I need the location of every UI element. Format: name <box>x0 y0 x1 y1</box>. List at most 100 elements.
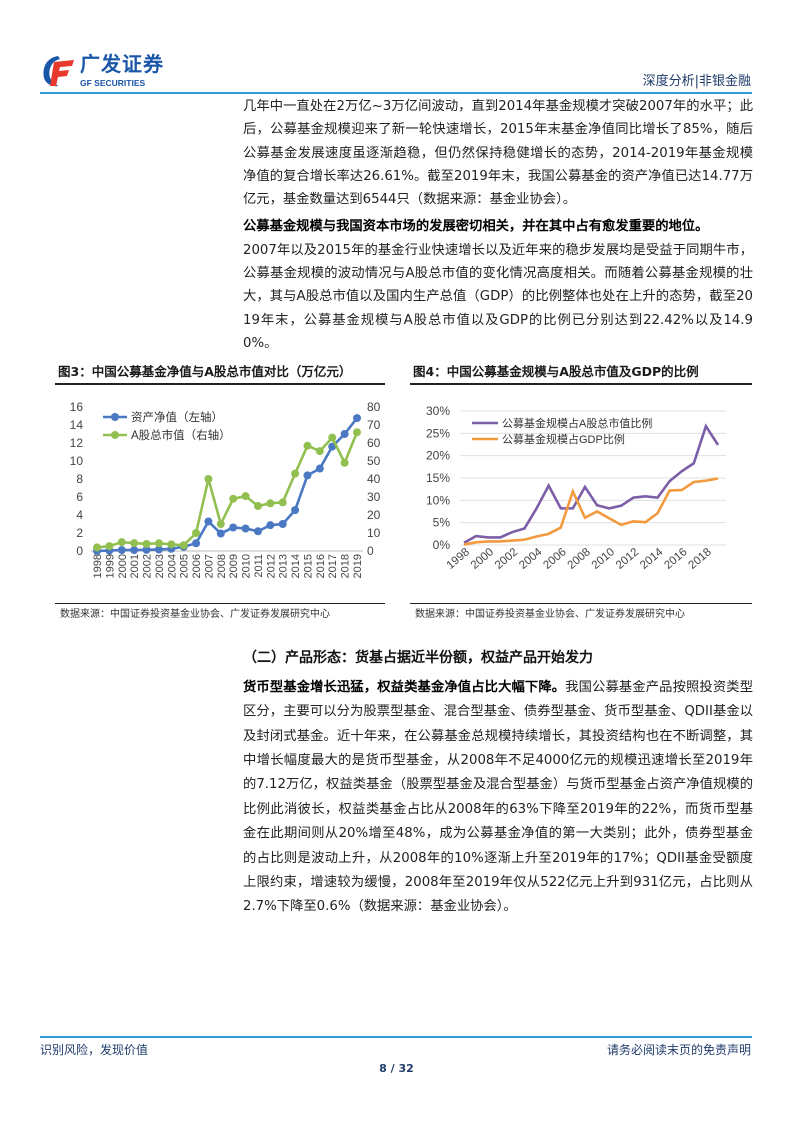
series-line-0 <box>463 422 720 544</box>
data-point-1 <box>130 538 139 547</box>
logo-text-cn: 广发证券 <box>80 52 164 76</box>
header-divider <box>40 92 752 94</box>
y-left-tick-label: 6 <box>76 490 83 504</box>
data-point-1 <box>93 543 101 552</box>
paragraph-product-structure: 货币型基金增长迅猛，权益类基金净值占比大幅下降。我国公募基金产品按照投资类型区分… <box>243 676 753 920</box>
data-point-1 <box>291 469 300 478</box>
page-content: 几年中一直处在2万亿~3万亿间波动，直到2014年基金规模才突破2007年的水平… <box>0 95 793 920</box>
x-tick-label: 2018 <box>687 546 714 572</box>
data-point-0 <box>253 527 262 536</box>
x-tick-label: 2016 <box>662 546 689 572</box>
legend-marker-1 <box>111 430 119 439</box>
y-right-tick-label: 80 <box>367 400 381 414</box>
data-point-1 <box>229 494 238 503</box>
y-right-tick-label: 10 <box>367 526 381 540</box>
x-tick-label: 2013 <box>278 554 290 578</box>
data-point-0 <box>204 517 213 526</box>
y-left-tick-label: 16 <box>70 400 84 414</box>
x-tick-label: 2017 <box>327 554 339 578</box>
data-point-0 <box>315 464 324 473</box>
y-left-tick-label: 14 <box>70 418 84 432</box>
data-point-0 <box>303 471 312 480</box>
x-tick-label: 2014 <box>638 545 666 571</box>
data-point-1 <box>216 519 225 528</box>
data-point-1 <box>278 498 287 507</box>
logo-text-en: GF SECURITIES <box>80 78 146 88</box>
paragraph-fund-growth: 几年中一直处在2万亿~3万亿间波动，直到2014年基金规模才突破2007年的水平… <box>243 99 753 208</box>
x-tick-label: 2019 <box>352 554 364 578</box>
footer-divider <box>40 1036 752 1038</box>
figure-4: 图4：中国公募基金规模与A股总市值及GDP的比例 0% 5% 10% 15% 20% 25… <box>410 363 752 622</box>
data-point-1 <box>241 491 250 500</box>
data-point-0 <box>278 519 287 528</box>
legend-label: A股总市值（右轴） <box>131 428 231 442</box>
data-point-0 <box>241 524 250 533</box>
data-point-0 <box>154 545 163 554</box>
figure-3-source: 数据来源：中国证券投资基金业协会、广发证券发展研究中心 <box>60 608 330 620</box>
y-tick-label: 15% <box>426 471 450 485</box>
section-title: （二）产品形态：货基占据近半份额，权益产品开始发力 <box>243 649 593 666</box>
y-left-tick-label: 8 <box>76 472 83 486</box>
chart-fund-ratio: 0%5%10%15%20%25%30%199820002002200420062… <box>426 404 726 572</box>
figure-4-source: 数据来源：中国证券投资基金业协会、广发证券发展研究中心 <box>415 608 685 620</box>
y-tick-label: 25% <box>426 426 450 440</box>
footer-disclaimer: 请务必阅读末页的免责声明 <box>606 1043 751 1057</box>
figure-3-title: 图3：中国公募基金净值与A股总市值对比（万亿元） <box>58 364 352 380</box>
gf-logo-icon <box>43 56 74 87</box>
y-tick-label: 0% <box>433 538 451 552</box>
figure-4-title: 图4：中国公募基金规模与A股总市值及GDP的比例 <box>413 364 699 380</box>
x-tick-label: 2004 <box>517 545 545 571</box>
y-tick-label: 10% <box>426 493 450 507</box>
data-point-0 <box>229 523 238 532</box>
x-tick-label: 2004 <box>166 554 178 578</box>
data-point-1 <box>154 539 163 548</box>
y-right-tick-label: 40 <box>367 472 381 486</box>
y-left-tick-label: 0 <box>76 544 83 558</box>
data-point-1 <box>266 499 275 508</box>
figure-3-top-rule <box>55 383 385 385</box>
y-right-tick-label: 70 <box>367 418 381 432</box>
page-number: 8 / 32 <box>379 1062 414 1075</box>
data-point-0 <box>216 529 225 538</box>
x-tick-label: 2010 <box>590 546 617 572</box>
data-point-0 <box>266 520 275 529</box>
y-tick-label: 20% <box>426 448 450 462</box>
data-point-1 <box>303 441 312 450</box>
data-point-1 <box>105 541 114 550</box>
data-point-0 <box>340 429 349 438</box>
figure-4-top-rule <box>410 383 752 385</box>
x-tick-label: 2009 <box>228 554 240 578</box>
x-tick-label: 2007 <box>203 554 215 578</box>
x-tick-label: 2002 <box>142 554 154 578</box>
x-tick-label: 2008 <box>566 546 593 572</box>
x-tick-label: 2000 <box>117 554 129 578</box>
y-left-tick-label: 10 <box>70 454 84 468</box>
x-tick-label: 1999 <box>104 554 116 578</box>
x-tick-label: 2011 <box>253 554 265 578</box>
figure-3: 图3：中国公募基金净值与A股总市值对比（万亿元） 0 2 4 6 8 10 12 14 16 0 1… <box>55 363 385 622</box>
figure-4-bottom-rule <box>410 602 752 604</box>
x-tick-label: 2016 <box>315 554 327 578</box>
x-tick-label: 2018 <box>340 554 352 578</box>
paragraph-body: 我国公募基金产品按照投资类型区分，主要可以分为股票型基金、混合型基金、债券型基金… <box>243 679 754 915</box>
figures-row: 图3：中国公募基金净值与A股总市值对比（万亿元） 0 2 4 6 8 10 12 14 16 0 1… <box>0 363 793 622</box>
y-right-tick-label: 60 <box>367 436 381 450</box>
x-tick-label: 2005 <box>179 554 191 578</box>
data-point-1 <box>142 539 151 548</box>
y-right-tick-label: 50 <box>367 454 381 468</box>
company-logo: 广发证券 GF SECURITIES <box>40 52 170 92</box>
y-tick-label: 30% <box>426 404 450 418</box>
x-tick-label: 2012 <box>265 554 277 578</box>
x-tick-label: 2015 <box>302 554 314 578</box>
x-tick-label: 2003 <box>154 554 166 578</box>
series-line-1 <box>463 476 719 546</box>
x-tick-label: 2006 <box>541 546 568 572</box>
x-tick-label: 2002 <box>493 546 520 572</box>
paragraph-capital-market: 2007年以及2015年的基金行业快速增长以及近年来的稳步发展均是受益于同期牛市… <box>243 242 753 351</box>
x-tick-label: 2010 <box>241 554 253 578</box>
x-tick-label: 2008 <box>216 554 228 578</box>
data-point-1 <box>328 433 337 442</box>
x-tick-label: 2001 <box>129 554 141 578</box>
y-left-tick-label: 12 <box>70 436 84 450</box>
